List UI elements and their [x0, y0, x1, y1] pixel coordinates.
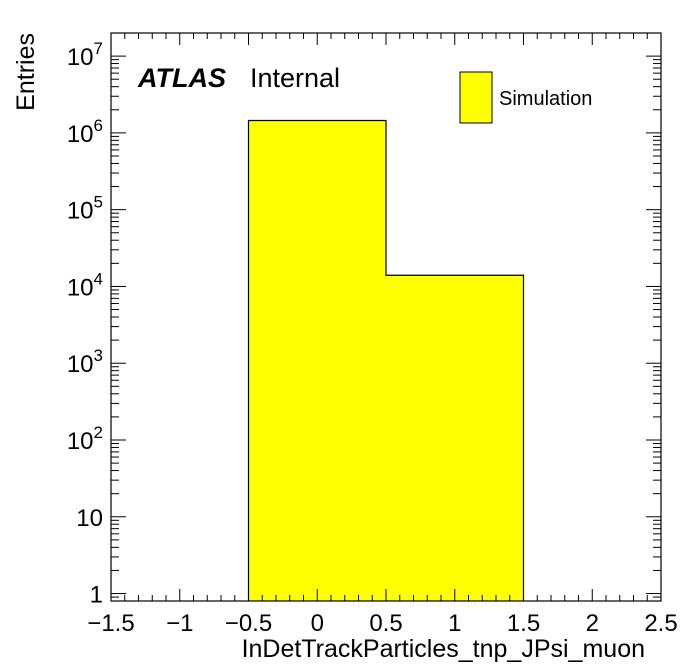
- y-tick-label: 103: [67, 346, 103, 378]
- x-tick-label: 0.5: [369, 610, 402, 637]
- x-tick-label: 1: [448, 610, 461, 637]
- tick-labels-layer: −1.5 −1 −0.5 0 0.5 1 1.5 2 2.5 1 10 102 103 104 105 106…: [67, 39, 678, 637]
- histogram-bar: [386, 275, 524, 601]
- ticks-layer: [110, 32, 662, 602]
- legend-label: Simulation: [499, 88, 592, 110]
- y-axis-title: Entries: [12, 33, 40, 111]
- legend-swatch: [459, 71, 493, 124]
- x-tick-label: 0: [311, 610, 324, 637]
- x-tick-label: −0.5: [225, 610, 272, 637]
- x-axis-title: InDetTrackParticles_tnp_JPsi_muon: [242, 635, 645, 663]
- bars-layer: [247, 119, 525, 602]
- x-tick-label: 1.5: [507, 610, 540, 637]
- y-tick-label: 107: [67, 39, 103, 71]
- x-tick-label: 2.5: [644, 610, 677, 637]
- x-tick-label: −1: [166, 610, 193, 637]
- y-tick-label: 10: [76, 505, 103, 532]
- y-tick-label: 106: [67, 116, 103, 148]
- atlas-label: ATLAS: [137, 63, 226, 93]
- y-tick-label: 102: [67, 423, 103, 455]
- y-tick-label: 104: [67, 269, 103, 301]
- x-tick-label: 2: [586, 610, 599, 637]
- histogram-bar: [248, 120, 386, 602]
- y-tick-label: 105: [67, 193, 103, 225]
- legend: Simulation: [459, 71, 592, 124]
- histogram-outline: [247, 119, 525, 601]
- x-tick-label: −1.5: [87, 610, 134, 637]
- internal-label: Internal: [250, 63, 340, 93]
- y-tick-label: 1: [90, 582, 103, 609]
